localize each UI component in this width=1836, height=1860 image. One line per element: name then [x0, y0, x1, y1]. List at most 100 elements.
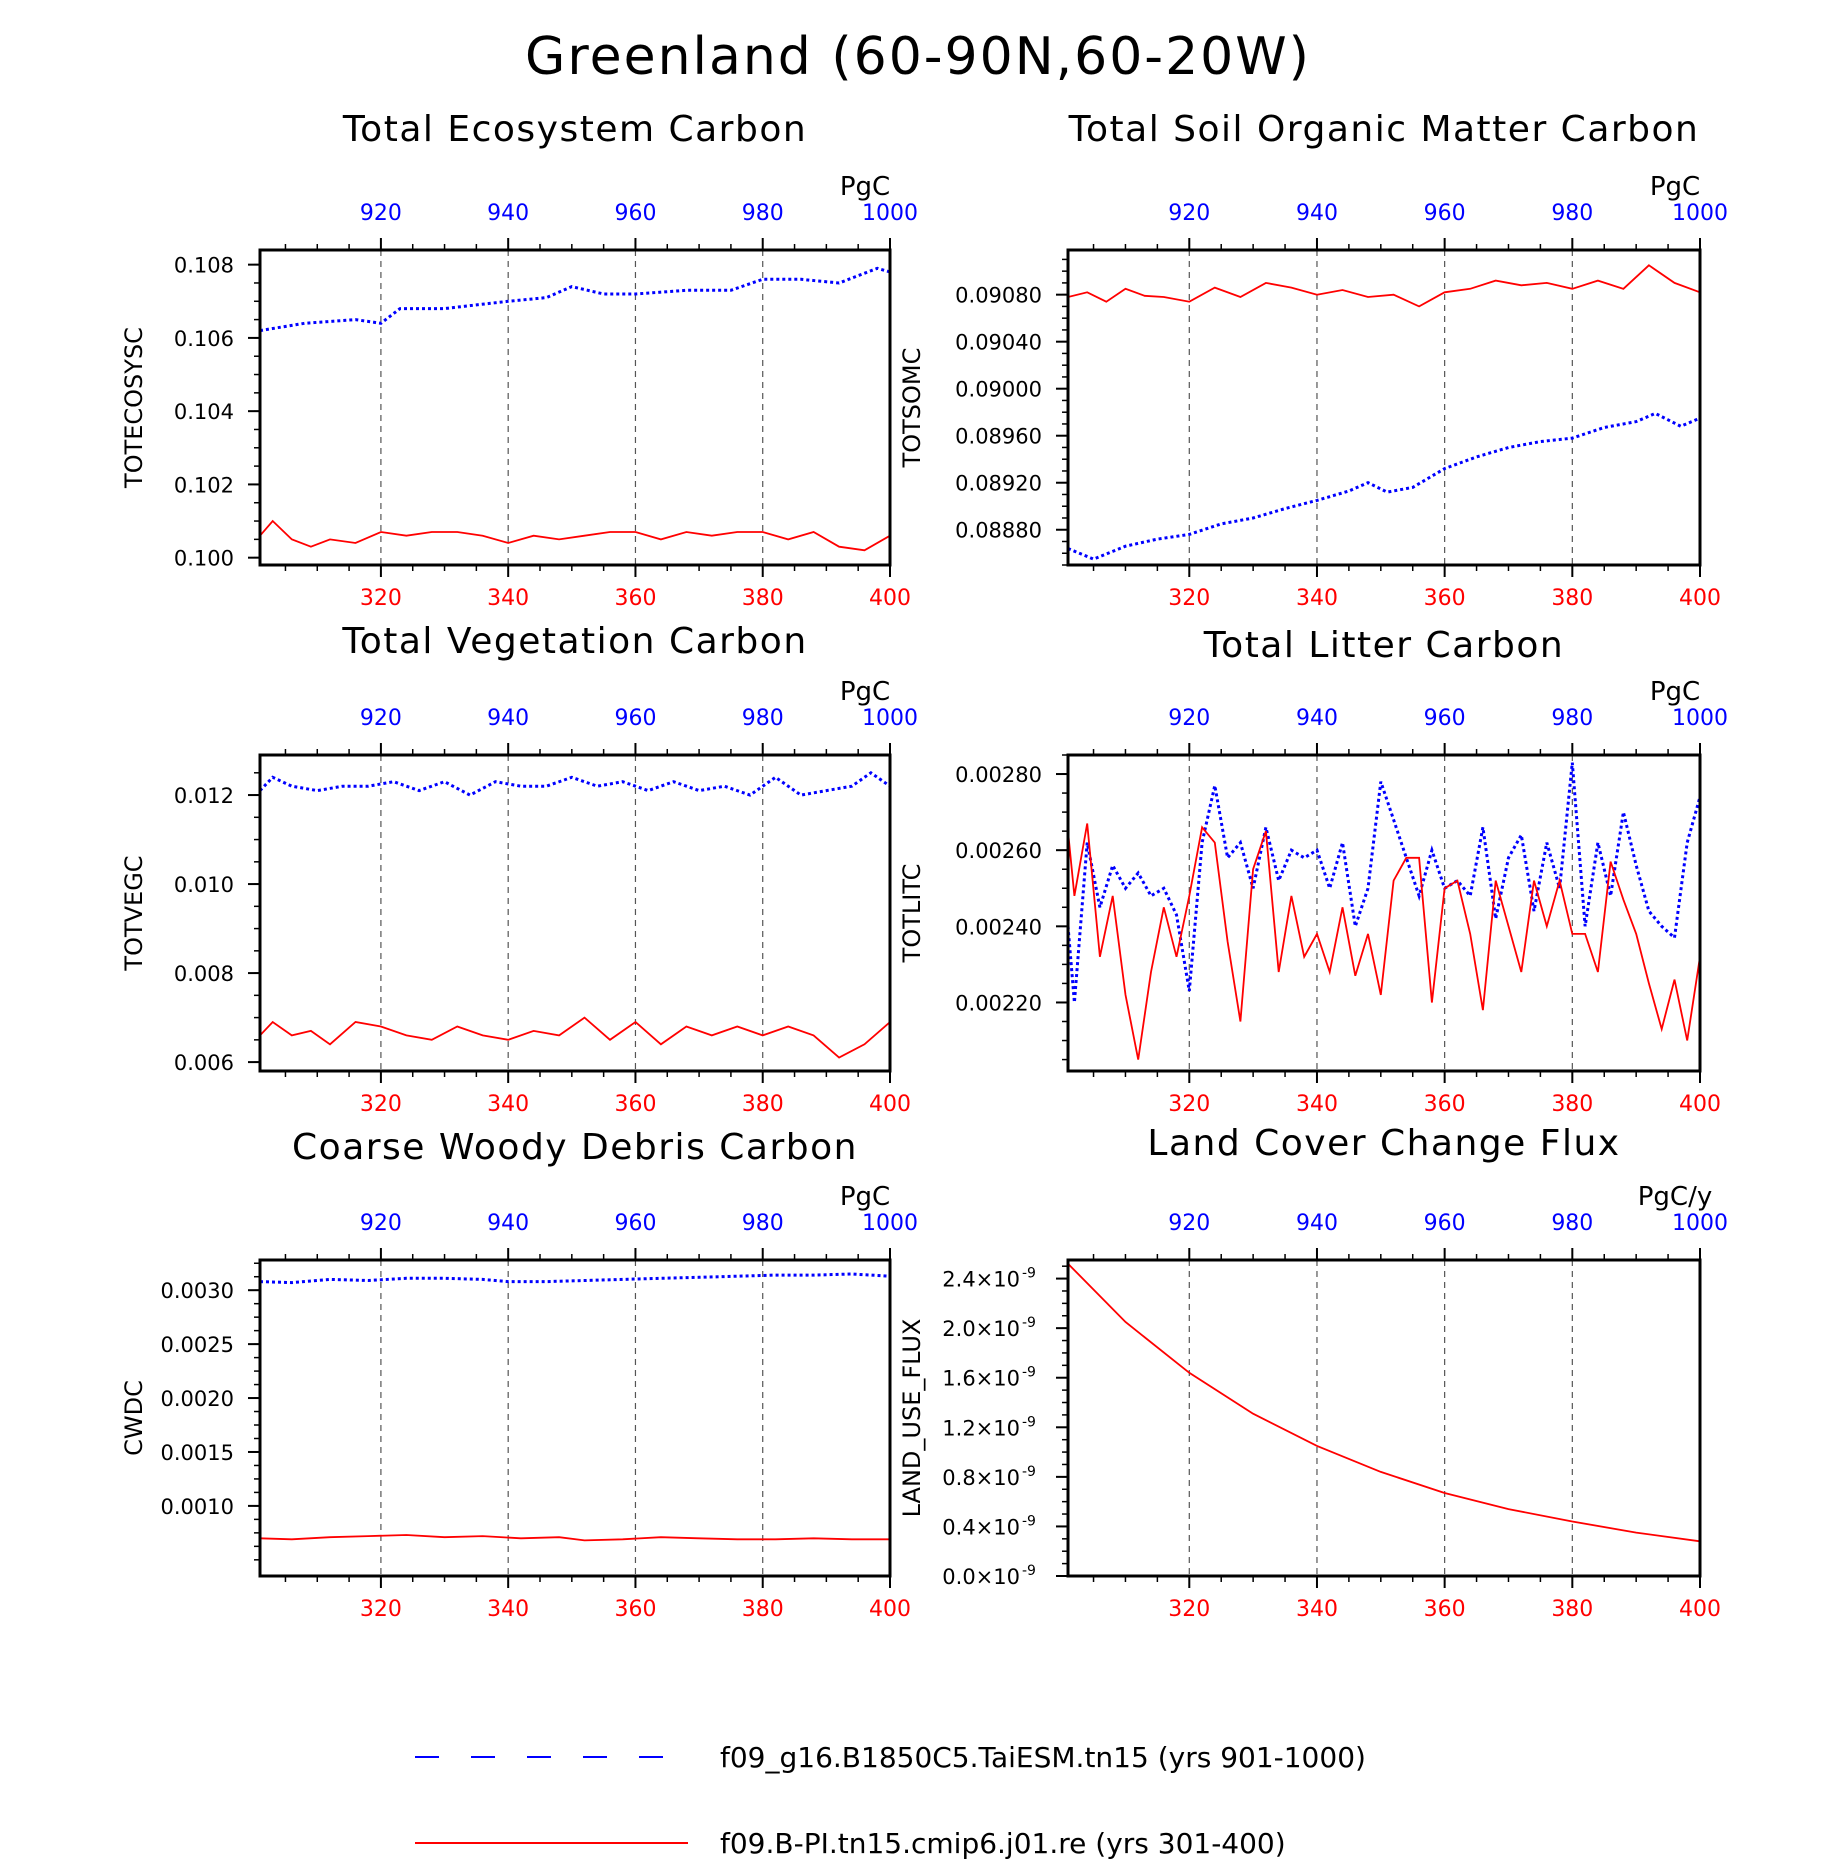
series-line-cmip6: [1068, 1263, 1700, 1543]
legend: f09_g16.B1850C5.TaiESM.tn15 (yrs 901-100…: [415, 1741, 1366, 1860]
x-bottom-tick-label: 340: [487, 1597, 529, 1622]
chart-panel-0: Total Ecosystem Carbon PgC 320 340 360 380 400…: [120, 109, 918, 611]
plot-frame: [1066, 753, 1702, 1073]
plot-frame: [258, 753, 892, 1073]
panel-title: Total Litter Carbon: [1203, 625, 1564, 666]
y-tick-label: 0.00220: [955, 991, 1042, 1015]
panel-title: Coarse Woody Debris Carbon: [292, 1127, 858, 1168]
figure-title: Greenland (60-90N,60-20W): [525, 27, 1311, 87]
y-tick-label: 0.0010: [161, 1495, 234, 1519]
x-bottom-tick-label: 360: [1424, 1092, 1466, 1117]
x-top-tick-label: 920: [360, 706, 402, 731]
y-tick-label: 2.4×10: [942, 1268, 1020, 1292]
x-top-tick-label: 1000: [862, 706, 918, 731]
x-top-tick-label: 920: [1168, 706, 1210, 731]
chart-panel-4: Coarse Woody Debris Carbon PgC 320 340 360 38…: [120, 1127, 918, 1622]
x-bottom-tick-label: 400: [1679, 1597, 1721, 1622]
x-top-tick-label: 980: [742, 201, 784, 226]
y-tick-label: 0.08920: [955, 472, 1042, 496]
x-top-tick-label: 1000: [862, 201, 918, 226]
y-axis-label: CWDC: [120, 1380, 148, 1456]
chart-panel-2: Total Vegetation Carbon PgC 320 340 360 380 40…: [120, 621, 918, 1117]
x-top-tick-label: 940: [1296, 201, 1338, 226]
x-bottom-tick-label: 380: [1551, 586, 1593, 611]
y-tick-label: 1.2×10: [942, 1416, 1020, 1440]
y-tick-label: 0.104: [174, 400, 234, 424]
panel-title: Total Soil Organic Matter Carbon: [1068, 109, 1700, 150]
legend-label-0: f09_g16.B1850C5.TaiESM.tn15 (yrs 901-100…: [720, 1741, 1366, 1774]
series-line-taiesm: [260, 266, 890, 333]
x-top-tick-label: 960: [614, 201, 656, 226]
y-tick-exponent: -9: [1022, 1315, 1036, 1331]
x-top-tick-label: 920: [1168, 201, 1210, 226]
x-top-tick-label: 1000: [1672, 201, 1728, 226]
panel-title: Total Ecosystem Carbon: [342, 109, 807, 150]
chart-panel-5: Land Cover Change Flux PgC/y 320 340 360 380 4…: [898, 1123, 1728, 1622]
x-bottom-tick-label: 340: [1296, 1597, 1338, 1622]
y-tick-label: 0.010: [174, 873, 234, 897]
y-tick-exponent: -9: [1022, 1464, 1036, 1480]
x-top-tick-label: 960: [614, 706, 656, 731]
y-tick-label: 0.008: [174, 962, 234, 986]
y-tick-label: 0.09080: [955, 284, 1042, 308]
y-tick-label: 0.0×10: [942, 1565, 1020, 1589]
x-bottom-tick-label: 380: [1551, 1597, 1593, 1622]
y-tick-exponent: -9: [1022, 1266, 1036, 1282]
x-top-tick-label: 920: [1168, 1211, 1210, 1236]
plot-frame: [258, 248, 892, 567]
x-top-tick-label: 980: [1551, 201, 1593, 226]
x-bottom-tick-label: 360: [1424, 1597, 1466, 1622]
panel-title: Total Vegetation Carbon: [341, 621, 807, 662]
y-tick-label: 0.106: [174, 327, 234, 351]
y-tick-label: 0.006: [174, 1051, 234, 1075]
y-tick-label: 0.00280: [955, 763, 1042, 787]
x-bottom-tick-label: 340: [487, 586, 529, 611]
plot-frame: [1066, 1258, 1702, 1578]
x-bottom-tick-label: 360: [1424, 586, 1466, 611]
series-line-taiesm: [1068, 411, 1700, 561]
y-axis-label: TOTVEGC: [120, 855, 148, 971]
series-line-taiesm: [1068, 762, 1700, 1003]
x-bottom-tick-label: 320: [360, 1092, 402, 1117]
x-top-tick-label: 960: [1424, 201, 1466, 226]
x-bottom-tick-label: 320: [1168, 586, 1210, 611]
x-bottom-tick-label: 340: [1296, 586, 1338, 611]
x-top-tick-label: 980: [742, 706, 784, 731]
series-line-taiesm: [260, 1272, 890, 1285]
y-tick-label: 0.8×10: [942, 1466, 1020, 1490]
y-tick-label: 0.0030: [161, 1279, 234, 1303]
y-axis-label: TOTSOMC: [898, 348, 926, 469]
y-tick-label: 0.012: [174, 784, 234, 808]
y-axis-label: TOTECOSYSC: [120, 327, 148, 489]
x-top-tick-label: 940: [487, 706, 529, 731]
chart-panel-1: Total Soil Organic Matter Carbon PgC 320 34…: [898, 109, 1728, 611]
y-tick-label: 0.08880: [955, 519, 1042, 543]
y-tick-exponent: -9: [1022, 1513, 1036, 1529]
y-tick-exponent: -9: [1022, 1365, 1036, 1381]
x-bottom-tick-label: 360: [614, 586, 656, 611]
x-bottom-tick-label: 360: [614, 1597, 656, 1622]
x-top-tick-label: 960: [1424, 706, 1466, 731]
series-line-cmip6: [260, 519, 890, 552]
x-top-tick-label: 940: [1296, 1211, 1338, 1236]
y-tick-label: 0.0015: [161, 1441, 234, 1465]
x-bottom-tick-label: 380: [742, 586, 784, 611]
x-top-tick-label: 960: [614, 1211, 656, 1236]
x-bottom-tick-label: 400: [1679, 586, 1721, 611]
units-label: PgC/y: [1638, 1182, 1712, 1212]
x-bottom-tick-label: 320: [1168, 1597, 1210, 1622]
chart-panel-3: Total Litter Carbon PgC 320 340 360 380 400 920…: [898, 625, 1728, 1117]
y-axis-label: LAND_USE_FLUX: [898, 1319, 926, 1518]
x-bottom-tick-label: 320: [360, 1597, 402, 1622]
x-bottom-tick-label: 320: [360, 586, 402, 611]
x-bottom-tick-label: 400: [869, 1597, 911, 1622]
x-bottom-tick-label: 400: [869, 1092, 911, 1117]
series-line-taiesm: [260, 770, 890, 797]
series-line-cmip6: [260, 1016, 890, 1059]
units-label: PgC: [1650, 172, 1700, 202]
panel-title: Land Cover Change Flux: [1147, 1123, 1620, 1164]
x-bottom-tick-label: 340: [487, 1092, 529, 1117]
y-tick-label: 0.4×10: [942, 1515, 1020, 1539]
y-tick-label: 0.08960: [955, 425, 1042, 449]
x-top-tick-label: 920: [360, 1211, 402, 1236]
